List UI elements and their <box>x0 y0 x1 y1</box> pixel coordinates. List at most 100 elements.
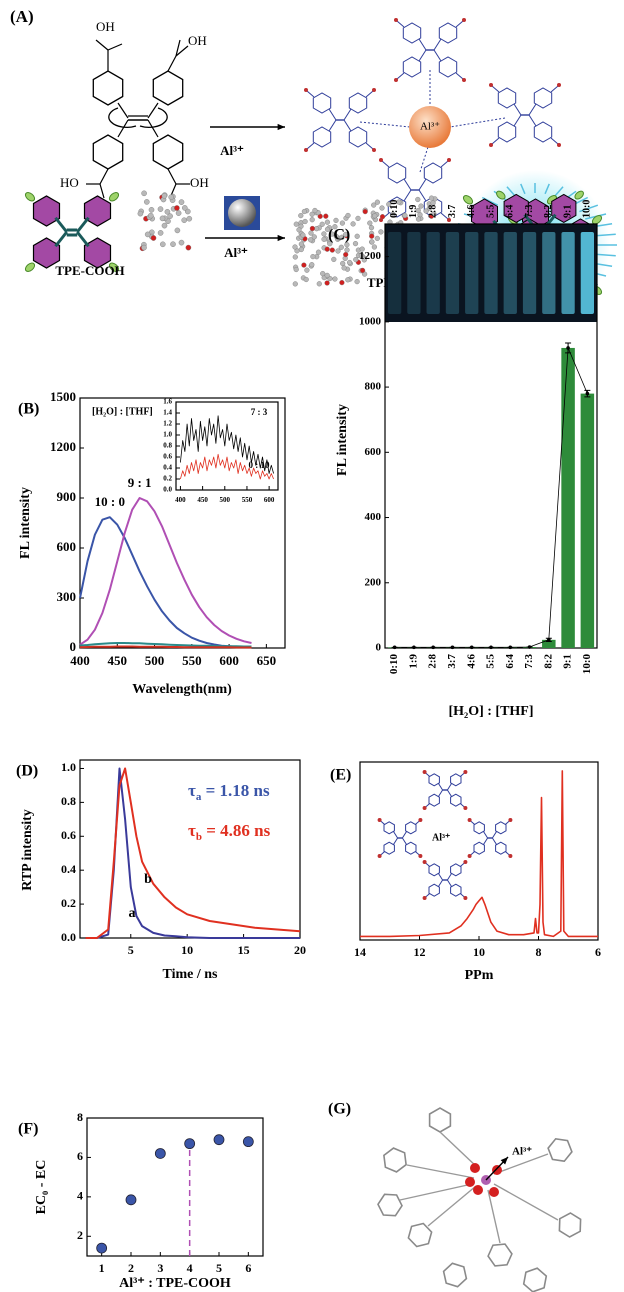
ring <box>152 70 184 106</box>
atom <box>369 239 375 245</box>
atom <box>343 252 349 258</box>
group-label: OH <box>188 33 207 48</box>
atom <box>489 143 493 147</box>
bond <box>550 137 559 145</box>
symbol: τ <box>188 781 196 800</box>
atom <box>170 241 176 247</box>
ring <box>32 195 61 227</box>
atom <box>181 205 188 211</box>
group-label: HO <box>60 175 79 190</box>
atom <box>418 854 423 858</box>
cuvette <box>542 232 556 314</box>
y-axis-label: FL intensity <box>18 487 33 559</box>
bond <box>446 873 453 881</box>
o-atom <box>492 1165 502 1175</box>
bond <box>446 783 453 791</box>
bond <box>427 1185 477 1227</box>
atom <box>315 249 322 255</box>
point <box>154 1148 166 1159</box>
bond <box>381 160 390 168</box>
y-tick-label: 0.8 <box>163 442 172 450</box>
x-tick-label: 5 <box>216 1261 222 1275</box>
top-category-label: 3:7 <box>447 205 458 218</box>
top-category-label: 6:4 <box>505 205 516 218</box>
atom <box>327 241 333 247</box>
x-axis-label: Time / ns <box>163 967 219 982</box>
atom <box>324 246 330 252</box>
bond <box>528 103 537 116</box>
bond <box>401 837 408 845</box>
trend-line <box>394 347 588 648</box>
atom <box>333 217 339 224</box>
annotation-text: = 1.18 ns <box>201 781 270 800</box>
atom <box>354 279 360 285</box>
x-tick-label: 10 <box>473 945 485 959</box>
x-tick-label: 500 <box>145 653 165 668</box>
bond <box>455 20 464 28</box>
line-series <box>180 453 274 480</box>
ring <box>405 841 417 855</box>
ring <box>377 1193 403 1217</box>
atom <box>379 158 383 162</box>
bond <box>396 20 405 28</box>
y-tick-label: 1500 <box>50 389 76 404</box>
atom <box>159 241 166 248</box>
atom <box>353 257 359 263</box>
atom <box>175 210 182 216</box>
top-category-label: 10:0 <box>582 200 593 218</box>
annotation: τa = 1.18 ns <box>188 781 270 803</box>
o-atom <box>465 1177 475 1187</box>
atom <box>316 281 322 287</box>
atom <box>350 221 356 227</box>
x-tick-label: 1:9 <box>407 654 419 669</box>
atom <box>144 231 151 238</box>
icon-sphere <box>228 199 256 227</box>
y-axis-label: FL intensity <box>335 404 350 476</box>
atom <box>462 18 466 22</box>
x-tick-label: 12 <box>414 945 426 959</box>
bond <box>167 168 177 185</box>
inset-label: Al³⁺ <box>432 832 450 843</box>
atom <box>374 235 380 242</box>
x-tick-label: 10:0 <box>581 654 593 675</box>
y-tick-label: 0.0 <box>163 486 172 494</box>
atom <box>557 83 561 87</box>
ring <box>312 92 332 114</box>
atom <box>447 158 451 162</box>
bond <box>167 55 177 72</box>
x-tick-label: 600 <box>264 496 275 504</box>
line-series <box>85 767 301 939</box>
top-category-label: 0:10 <box>389 200 400 218</box>
bond <box>491 837 498 845</box>
y-tick-label: 600 <box>57 539 77 554</box>
atom <box>345 277 351 283</box>
ring <box>32 237 61 269</box>
leaf <box>574 190 584 200</box>
x-axis-label: [H₂O] : [THF] <box>448 704 533 719</box>
arrow-label: Al³⁺ <box>220 143 244 158</box>
bond <box>418 189 427 202</box>
y-tick-label: 0 <box>376 642 382 654</box>
atom <box>508 854 513 858</box>
arrow-label: Al³⁺ <box>224 245 248 260</box>
atom <box>148 206 155 213</box>
y-tick-label: 2 <box>77 1228 83 1242</box>
atom <box>181 217 187 223</box>
atom <box>320 271 326 277</box>
bond <box>579 204 599 213</box>
ring <box>503 193 529 223</box>
y-tick-label: 0.6 <box>163 453 172 461</box>
ring <box>522 1267 548 1292</box>
plot-frame <box>86 1117 264 1257</box>
ring <box>473 841 485 855</box>
y-tick-label: 1200 <box>50 439 76 454</box>
x-axis-label: PPm <box>465 968 494 983</box>
atom <box>418 203 424 209</box>
line-series <box>79 642 252 648</box>
bond <box>328 119 337 132</box>
atom <box>426 205 433 211</box>
y-tick-label: 200 <box>365 576 382 588</box>
atom <box>358 252 365 258</box>
ring <box>497 121 517 143</box>
cuvette <box>426 232 440 314</box>
